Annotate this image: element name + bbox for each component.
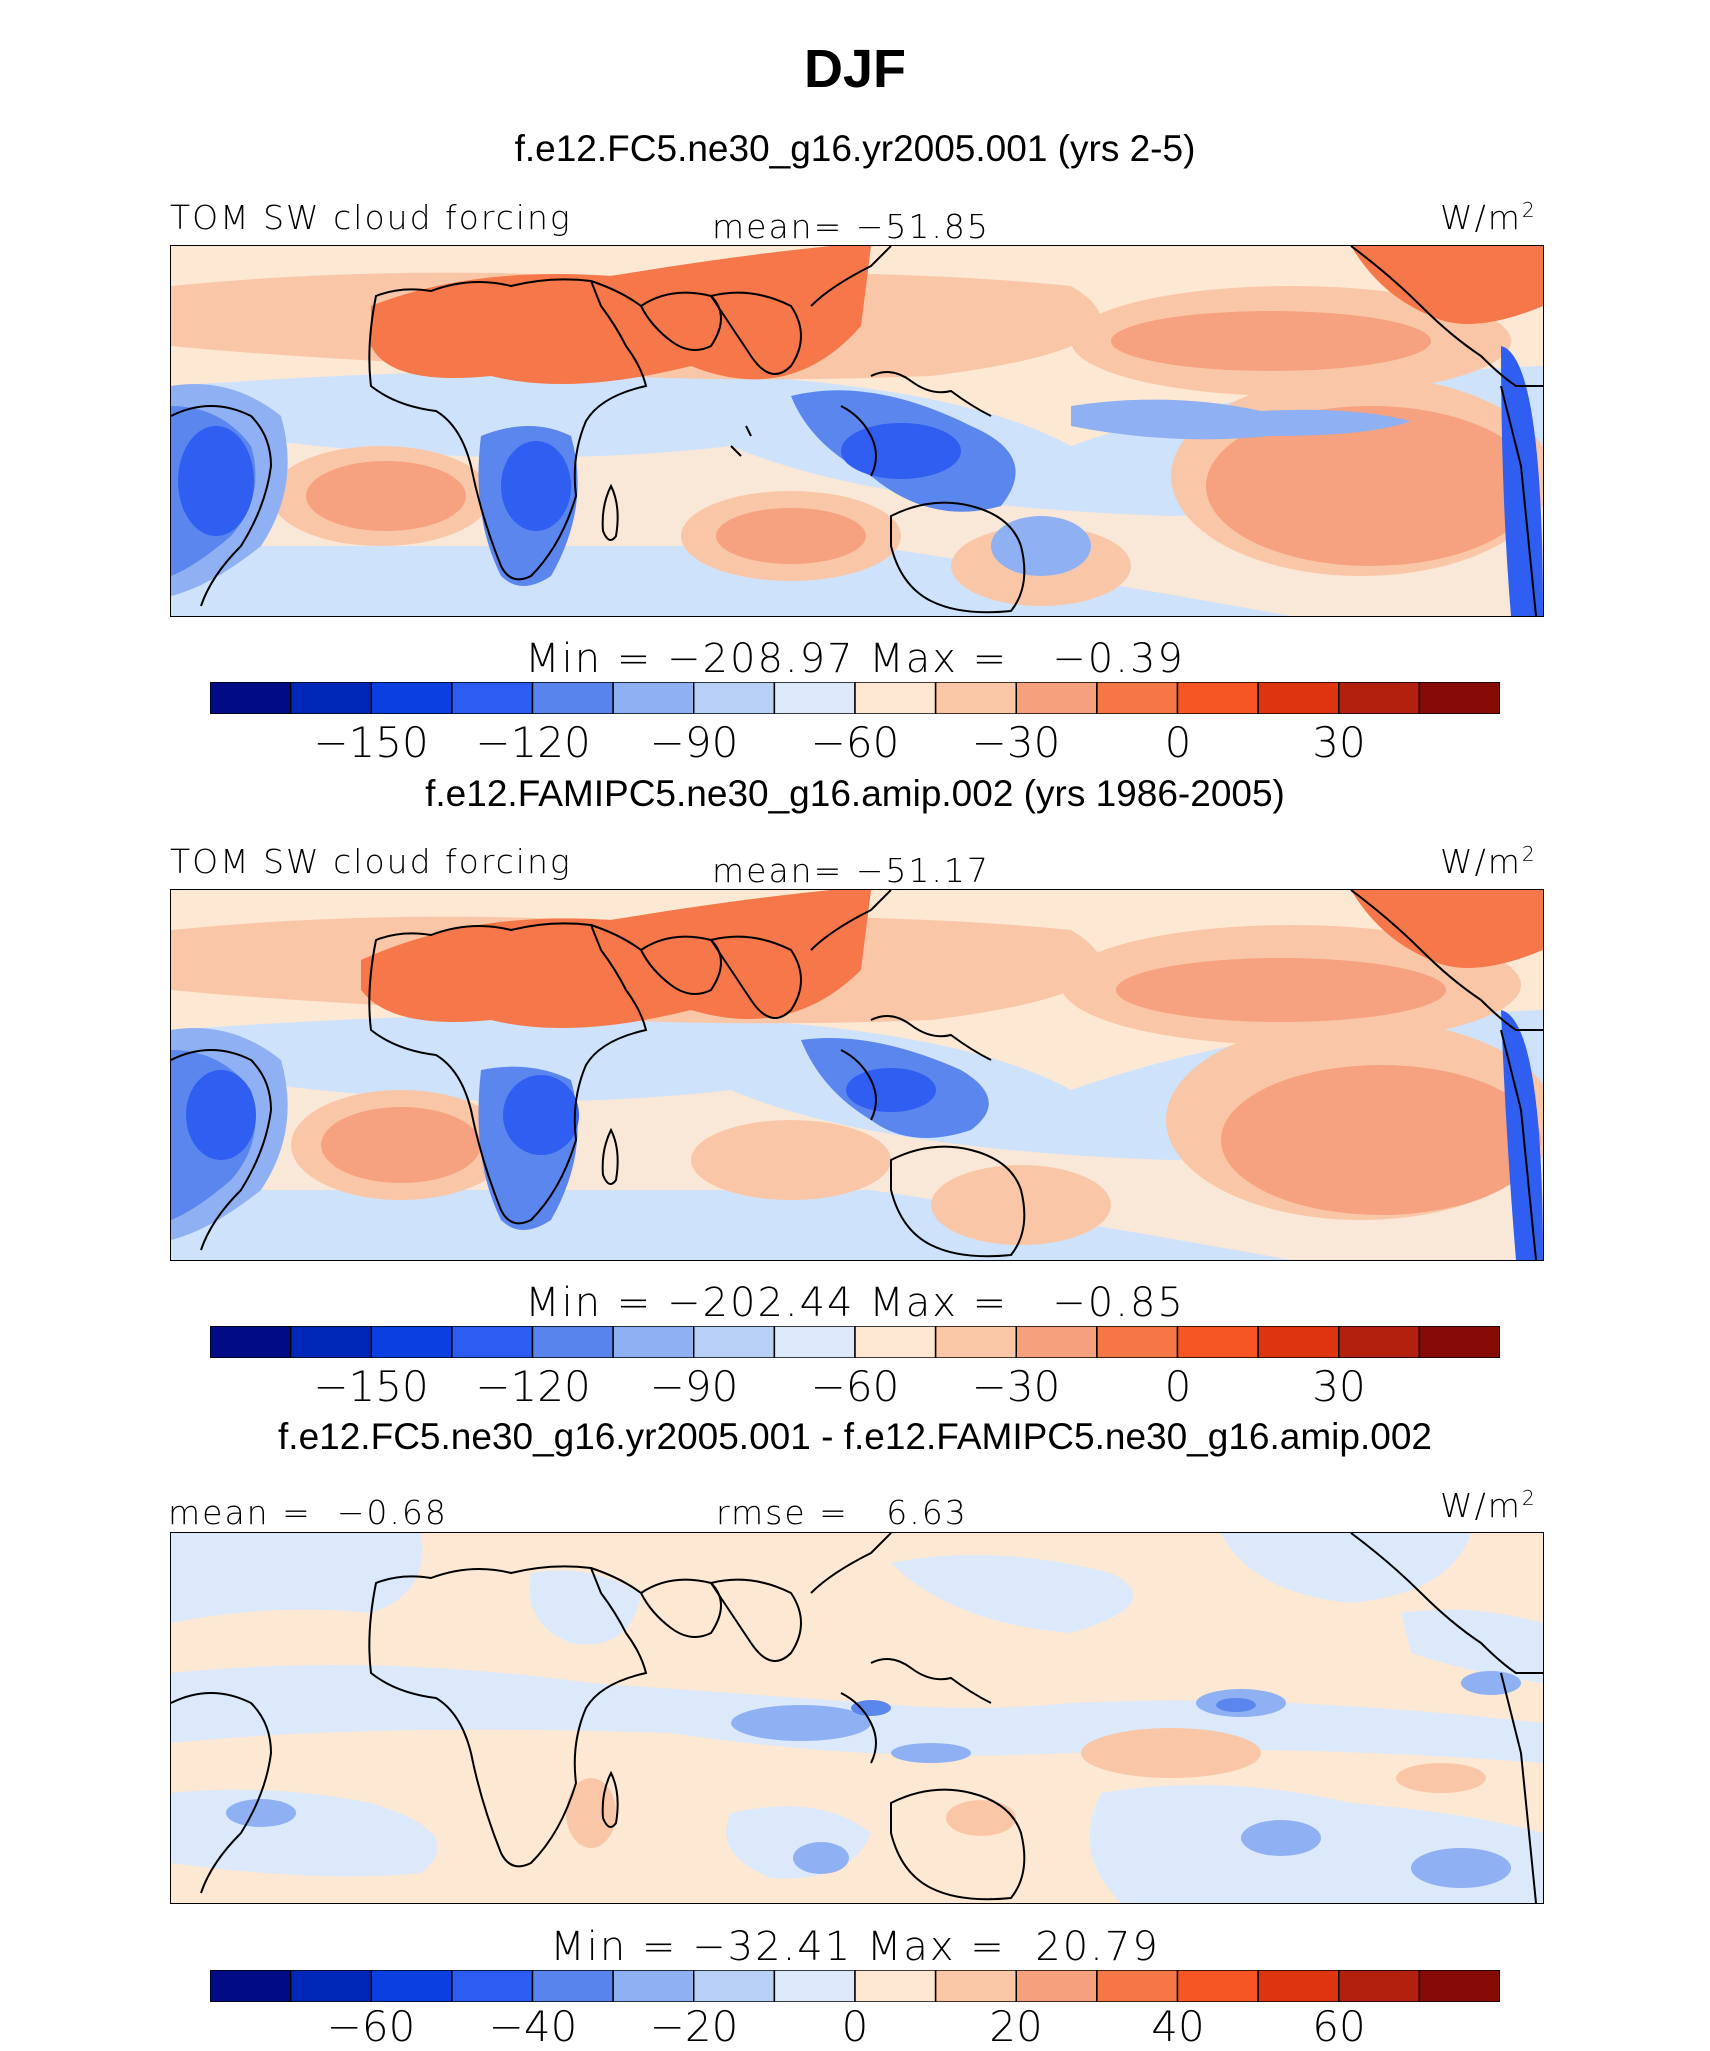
colorbar-tick: 0: [1164, 718, 1192, 767]
colorbar-swatch: [934, 682, 1018, 714]
panel-2-variable-label: TOM SW cloud forcing: [170, 842, 572, 881]
colorbar-swatch: [1176, 1326, 1259, 1358]
colorbar-swatch: [289, 1326, 373, 1358]
colorbar-swatch: [1096, 1970, 1179, 2002]
colorbar-swatch: [210, 682, 292, 714]
panel-2-minmax: Min = −202.44 Max = −0.85: [525, 1280, 1185, 1326]
colorbar-tick: −20: [649, 2002, 739, 2051]
colorbar-tick: 30: [1312, 1362, 1366, 1411]
panel-1-map: [170, 245, 1544, 617]
panel-3-field: [171, 1533, 1543, 1903]
colorbar-swatch: [370, 1970, 453, 2002]
panel-1-field: [171, 246, 1543, 616]
colorbar-tick: 0: [841, 2002, 869, 2051]
colorbar-swatch: [531, 682, 614, 714]
colorbar-swatch: [1015, 1326, 1098, 1358]
colorbar-tick: −150: [313, 1362, 429, 1411]
colorbar-swatch: [210, 1970, 292, 2002]
colorbar-swatch: [1418, 1326, 1500, 1358]
colorbar-swatch: [612, 1970, 695, 2002]
colorbar-swatch: [693, 1326, 776, 1358]
colorbar-swatch: [451, 682, 534, 714]
colorbar-swatch: [934, 1326, 1018, 1358]
colorbar-tick: −150: [313, 718, 429, 767]
colorbar-tick: −60: [810, 1362, 900, 1411]
colorbar-tick: −90: [649, 718, 739, 767]
panel-1-mean-label: mean= −51.85: [712, 207, 990, 246]
colorbar-tick: −40: [488, 2002, 578, 2051]
colorbar-tick: −60: [326, 2002, 416, 2051]
colorbar-swatch: [854, 1970, 937, 2002]
colorbar-tick: 0: [1164, 1362, 1192, 1411]
colorbar-swatch: [1418, 682, 1500, 714]
colorbar-swatch: [612, 682, 695, 714]
colorbar-swatch: [693, 1970, 776, 2002]
colorbar-tick: −90: [649, 1362, 739, 1411]
colorbar-tick: −60: [810, 718, 900, 767]
panel-1-colorbar: [210, 682, 1500, 714]
colorbar-swatch: [1096, 682, 1179, 714]
panel-3-colorbar: [210, 1970, 1500, 2002]
colorbar-tick: −30: [971, 1362, 1061, 1411]
panel-2-mean-label: mean= −51.17: [712, 851, 990, 890]
colorbar-swatch: [451, 1326, 534, 1358]
panel-2-colorbar-ticks: −150 −120 −90 −60 −30 0 30: [210, 1362, 1500, 1411]
colorbar-swatch: [1176, 682, 1259, 714]
colorbar-swatch: [1418, 1970, 1500, 2002]
panel-3-case-title: f.e12.FC5.ne30_g16.yr2005.001 - f.e12.FA…: [278, 1416, 1432, 1457]
colorbar-swatch: [773, 1970, 856, 2002]
colorbar-swatch: [773, 682, 856, 714]
colorbar-swatch: [1338, 1970, 1421, 2002]
colorbar-tick: −30: [971, 718, 1061, 767]
colorbar-swatch: [773, 1326, 856, 1358]
colorbar-swatch: [1176, 1970, 1259, 2002]
colorbar-swatch: [370, 682, 453, 714]
colorbar-swatch: [531, 1970, 614, 2002]
colorbar-swatch: [854, 1326, 937, 1358]
panel-3-minmax: Min = −32.41 Max = 20.79: [550, 1924, 1160, 1970]
colorbar-swatch: [1257, 1326, 1340, 1358]
panel-3-units: W/m2: [1440, 1486, 1537, 1525]
panel-1-case-title: f.e12.FC5.ne30_g16.yr2005.001 (yrs 2-5): [514, 128, 1196, 169]
colorbar-swatch: [210, 1326, 292, 1358]
colorbar-swatch: [531, 1326, 614, 1358]
colorbar-swatch: [1338, 1326, 1421, 1358]
panel-3-map: [170, 1532, 1544, 1904]
panel-2-case-title: f.e12.FAMIPC5.ne30_g16.amip.002 (yrs 198…: [425, 773, 1285, 814]
figure-title: DJF: [803, 39, 906, 99]
colorbar-tick: 60: [1312, 2002, 1366, 2051]
colorbar-tick: 30: [1312, 718, 1366, 767]
colorbar-tick: 20: [989, 2002, 1043, 2051]
panel-1-units: W/m2: [1440, 198, 1537, 237]
colorbar-swatch: [289, 1970, 373, 2002]
colorbar-tick: −120: [475, 718, 591, 767]
colorbar-swatch: [612, 1326, 695, 1358]
panel-2-colorbar: [210, 1326, 1500, 1358]
panel-1-colorbar-ticks: −150 −120 −90 −60 −30 0 30: [210, 718, 1500, 767]
panel-2-units: W/m2: [1440, 842, 1537, 881]
colorbar-swatch: [1015, 1970, 1098, 2002]
colorbar-swatch: [854, 682, 937, 714]
colorbar-swatch: [1257, 1970, 1340, 2002]
colorbar-swatch: [693, 682, 776, 714]
colorbar-swatch: [934, 1970, 1018, 2002]
colorbar-swatch: [289, 682, 373, 714]
panel-2-map: [170, 889, 1544, 1261]
colorbar-swatch: [1338, 682, 1421, 714]
colorbar-swatch: [451, 1970, 534, 2002]
colorbar-swatch: [370, 1326, 453, 1358]
panel-2-field: [171, 890, 1543, 1260]
panel-1-minmax: Min = −208.97 Max = −0.39: [525, 636, 1185, 682]
colorbar-swatch: [1015, 682, 1098, 714]
panel-1-variable-label: TOM SW cloud forcing: [170, 198, 572, 237]
colorbar-swatch: [1096, 1326, 1179, 1358]
panel-3-rmse-label: rmse = 6.63: [716, 1493, 968, 1532]
colorbar-swatch: [1257, 682, 1340, 714]
colorbar-tick: 40: [1151, 2002, 1205, 2051]
panel-3-mean-label: mean = −0.68: [168, 1493, 448, 1532]
panel-3-colorbar-ticks: −60 −40 −20 0 20 40 60: [210, 2002, 1500, 2051]
colorbar-tick: −120: [475, 1362, 591, 1411]
